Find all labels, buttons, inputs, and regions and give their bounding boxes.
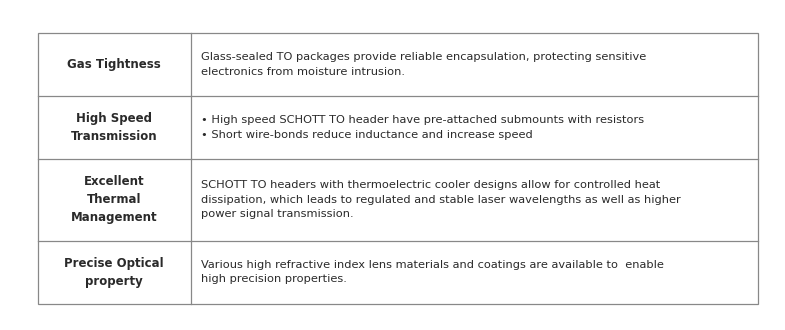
Text: Glass-sealed TO packages provide reliable encapsulation, protecting sensitive
el: Glass-sealed TO packages provide reliabl… — [201, 52, 646, 77]
Text: • High speed SCHOTT TO header have pre-attached submounts with resistors
• Short: • High speed SCHOTT TO header have pre-a… — [201, 115, 644, 140]
Text: Gas Tightness: Gas Tightness — [68, 58, 161, 71]
Text: Excellent
Thermal
Management: Excellent Thermal Management — [71, 175, 158, 224]
Text: High Speed
Transmission: High Speed Transmission — [71, 112, 158, 143]
Text: Precise Optical
property: Precise Optical property — [64, 257, 164, 288]
Text: SCHOTT TO headers with thermoelectric cooler designs allow for controlled heat
d: SCHOTT TO headers with thermoelectric co… — [201, 181, 681, 219]
Text: Various high refractive index lens materials and coatings are available to  enab: Various high refractive index lens mater… — [201, 260, 664, 284]
